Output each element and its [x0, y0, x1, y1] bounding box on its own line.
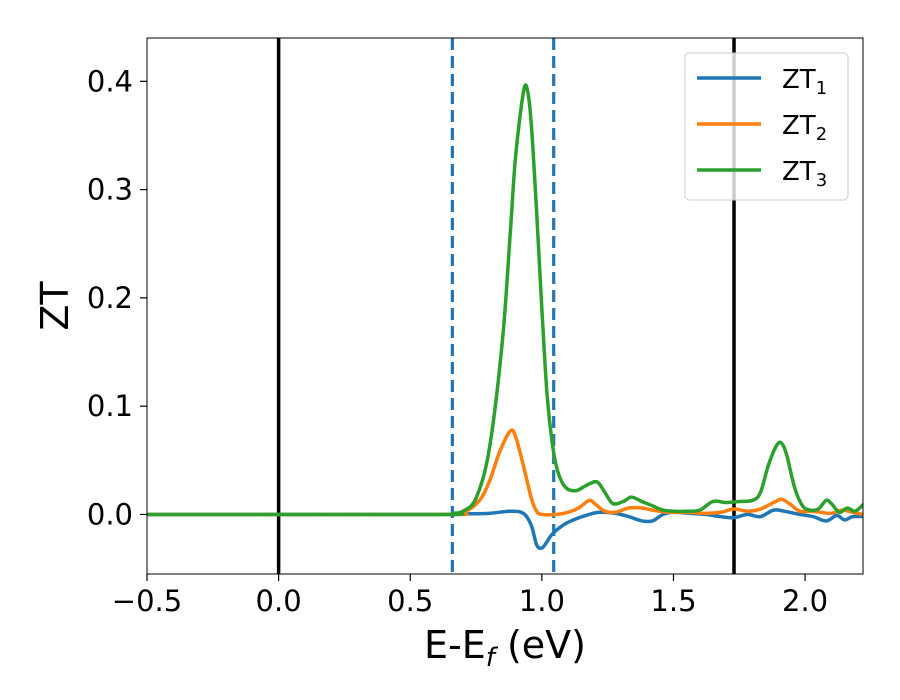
legend: ZT1 ZT2 ZT3	[684, 52, 849, 201]
y-axis-title: ZT	[33, 281, 77, 331]
y-tick-label: 0.1	[87, 389, 133, 423]
legend-label-zt2: ZT2	[782, 111, 827, 145]
y-tick-label: 0.3	[87, 173, 133, 207]
legend-box	[684, 52, 849, 201]
x-tick-label: 2.0	[782, 584, 828, 618]
x-tick-label: 0.0	[256, 584, 302, 618]
x-tick-label: 1.5	[650, 584, 696, 618]
y-tick-label: 0.2	[87, 281, 133, 315]
series-lines	[147, 83, 863, 551]
plot-frame	[146, 37, 864, 575]
legend-label-zt3: ZT3	[782, 157, 827, 191]
series-line-zt2	[147, 428, 863, 517]
y-axis: 0.0 0.1 0.2 0.3 0.4	[87, 64, 147, 531]
series-line-zt1	[147, 508, 863, 551]
x-tick-label: −0.5	[112, 584, 182, 618]
legend-label-zt1: ZT1	[782, 65, 827, 99]
x-axis: −0.5 0.0 0.5 1.0 1.5 2.0	[112, 574, 828, 618]
y-tick-label: 0.0	[87, 497, 133, 531]
x-axis-title: E-Ef (eV)	[424, 623, 586, 673]
x-tick-label: 0.5	[387, 584, 433, 618]
y-tick-label: 0.4	[87, 64, 133, 98]
series-line-zt3	[147, 83, 863, 517]
x-tick-label: 1.0	[519, 584, 565, 618]
